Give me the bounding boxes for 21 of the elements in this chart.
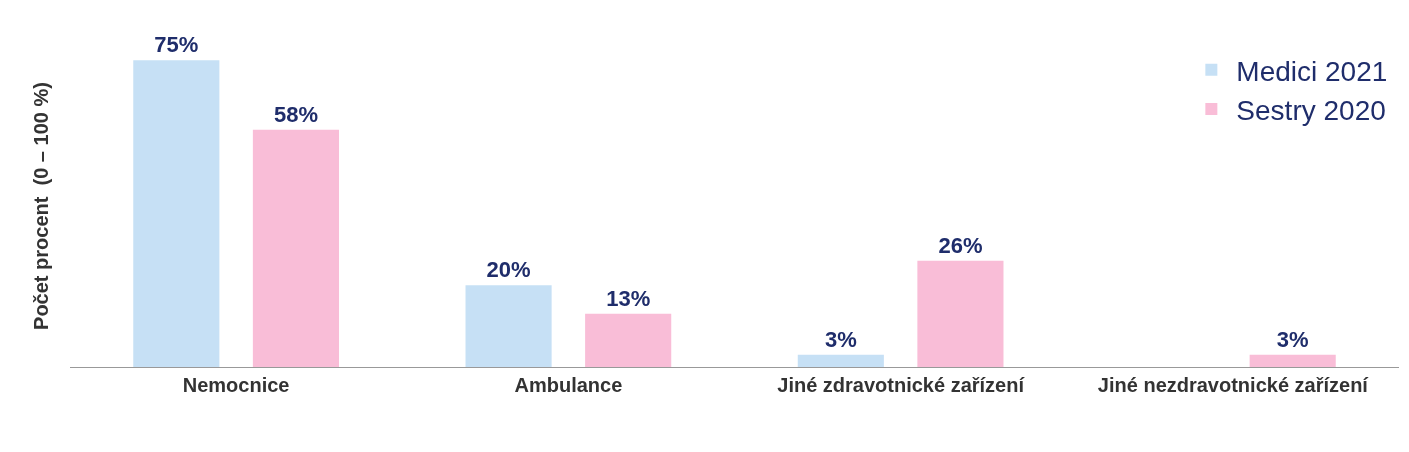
data-label: 26% [938, 232, 983, 258]
bar [465, 285, 552, 367]
bar [1249, 354, 1336, 367]
x-tick-label: Nemocnice [182, 374, 290, 396]
x-tick-label: Jiné zdravotnické zařízení [777, 374, 1026, 396]
bar [585, 313, 672, 367]
data-label: 75% [154, 32, 199, 58]
data-label: 3% [1276, 326, 1309, 352]
data-label: 20% [486, 257, 531, 283]
x-tick-label: Ambulance [514, 374, 623, 396]
data-label: 58% [273, 101, 318, 127]
bar [133, 60, 220, 367]
data-label: 13% [606, 285, 651, 311]
bar [797, 354, 884, 367]
bar [917, 260, 1004, 367]
bar [252, 129, 339, 367]
y-axis-title: Počet procent (0 – 100 %) [29, 82, 52, 330]
x-tick-label: Jiné nezdravotnické zařízení [1097, 374, 1370, 396]
data-label: 3% [824, 326, 857, 352]
legend-label: Medici 2021 [1236, 55, 1388, 87]
legend-label: Sestry 2020 [1236, 95, 1386, 127]
